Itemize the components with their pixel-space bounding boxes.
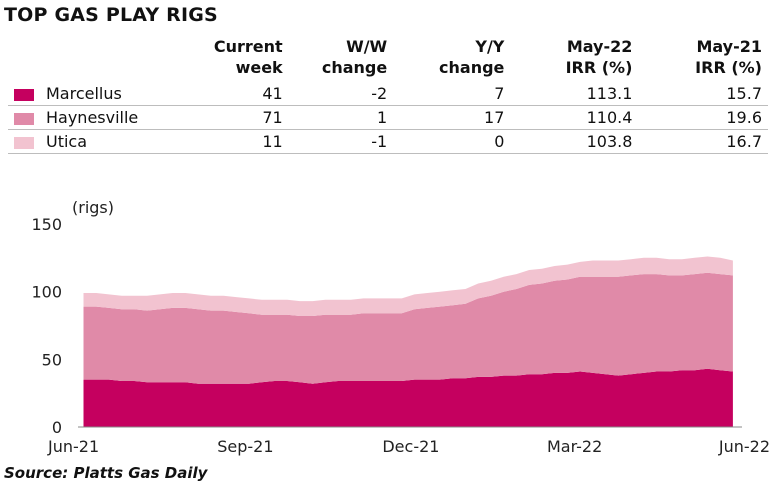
x-tick-label: Sep-21 bbox=[217, 437, 273, 456]
cell-irr22: 103.8 bbox=[510, 129, 639, 154]
header-irr21-line1: May-21 bbox=[696, 37, 762, 56]
x-axis-ticks: Jun-21 Sep-21 Dec-21 Mar-22 Jun-22 bbox=[47, 437, 770, 456]
table-row: Marcellus 41 -2 7 113.1 15.7 bbox=[8, 82, 768, 106]
header-ww-line1: W/W bbox=[346, 37, 388, 56]
header-irr21-line2: IRR (%) bbox=[695, 58, 762, 77]
area-haynesville bbox=[83, 272, 733, 384]
area-layers bbox=[83, 256, 733, 427]
row-name: Marcellus bbox=[46, 84, 122, 103]
cell-ww: -1 bbox=[288, 129, 394, 154]
cell-ww: 1 bbox=[288, 105, 394, 130]
header-irr22-line2: IRR (%) bbox=[565, 58, 633, 77]
header-irr21: May-21 IRR (%) bbox=[638, 36, 768, 82]
y-tick-label: 100 bbox=[31, 283, 62, 302]
row-name: Haynesville bbox=[46, 108, 139, 127]
cell-ww: -2 bbox=[288, 82, 394, 106]
header-ww-line2: change bbox=[321, 58, 388, 77]
y-tick-label: 50 bbox=[42, 350, 62, 369]
y-tick-label: 150 bbox=[31, 215, 62, 234]
header-yy: Y/Y change bbox=[393, 36, 510, 82]
x-tick-label: Dec-21 bbox=[382, 437, 439, 456]
source-note: Source: Platts Gas Daily bbox=[4, 464, 208, 482]
header-current-line1: Current bbox=[213, 37, 283, 56]
legend-swatch-marcellus bbox=[14, 88, 34, 101]
table-header-row: Current week W/W change Y/Y change May-2… bbox=[8, 36, 768, 82]
header-current: Current week bbox=[204, 36, 289, 82]
cell-current: 11 bbox=[203, 129, 289, 154]
row-name-cell: Marcellus bbox=[8, 82, 204, 106]
rig-stats-table: Current week W/W change Y/Y change May-2… bbox=[8, 36, 768, 154]
cell-yy: 17 bbox=[393, 105, 511, 130]
cell-irr21: 15.7 bbox=[638, 82, 768, 106]
legend-swatch-utica bbox=[14, 136, 34, 149]
y-axis-label: (rigs) bbox=[72, 198, 114, 217]
x-tick-label: Mar-22 bbox=[547, 437, 602, 456]
table-row: Utica 11 -1 0 103.8 16.7 bbox=[8, 129, 768, 154]
cell-yy: 0 bbox=[393, 129, 511, 154]
chart-title: TOP GAS PLAY RIGS bbox=[4, 4, 218, 26]
x-tick-label: Jun-21 bbox=[47, 437, 99, 456]
header-yy-line2: change bbox=[439, 58, 505, 77]
cell-irr22: 113.1 bbox=[510, 82, 639, 106]
cell-current: 71 bbox=[203, 105, 289, 130]
row-name-cell: Utica bbox=[8, 129, 204, 154]
legend-swatch-haynesville bbox=[14, 112, 34, 125]
header-ww: W/W change bbox=[289, 36, 394, 82]
header-irr22: May-22 IRR (%) bbox=[510, 36, 638, 82]
y-tick-label: 0 bbox=[52, 418, 62, 437]
table-row: Haynesville 71 1 17 110.4 19.6 bbox=[8, 105, 768, 130]
row-name-cell: Haynesville bbox=[8, 105, 204, 130]
stacked-area-chart: 0 50 100 150 Jun-21 Sep-21 Dec-21 Mar-22 Jun-22… bbox=[31, 198, 770, 456]
cell-yy: 7 bbox=[393, 82, 511, 106]
cell-irr21: 19.6 bbox=[638, 105, 768, 130]
cell-current: 41 bbox=[203, 82, 289, 106]
cell-irr21: 16.7 bbox=[638, 129, 768, 154]
header-name bbox=[8, 36, 204, 82]
area-utica bbox=[83, 256, 733, 316]
y-axis-ticks: 0 50 100 150 bbox=[31, 215, 62, 437]
cell-irr22: 110.4 bbox=[510, 105, 639, 130]
header-irr22-line1: May-22 bbox=[566, 37, 633, 56]
row-name: Utica bbox=[46, 132, 88, 151]
header-yy-line1: Y/Y bbox=[475, 37, 505, 56]
header-current-line2: week bbox=[235, 58, 283, 77]
area-marcellus bbox=[83, 368, 733, 427]
x-tick-label: Jun-22 bbox=[718, 437, 770, 456]
